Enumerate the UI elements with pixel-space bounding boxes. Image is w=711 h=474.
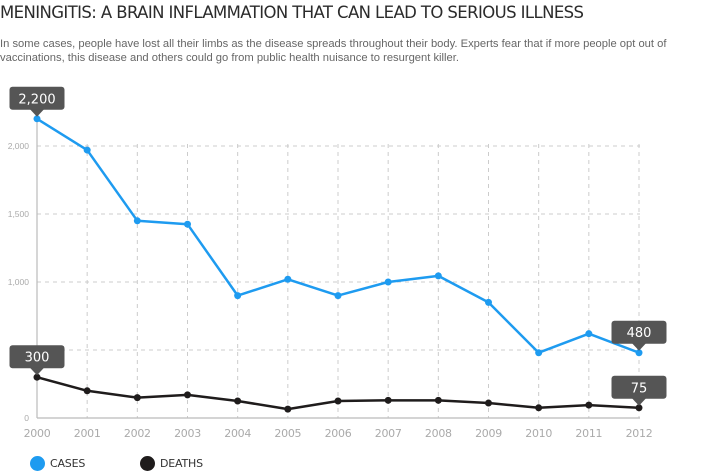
callout-deaths-2000: 300 bbox=[9, 345, 65, 376]
data-point-deaths bbox=[33, 373, 41, 381]
data-point-cases bbox=[384, 278, 392, 286]
legend-swatch-cases bbox=[30, 456, 45, 471]
data-point-deaths bbox=[635, 404, 643, 412]
callout-box bbox=[9, 345, 65, 369]
y-tick-label: 2,000 bbox=[8, 141, 30, 151]
chart-title: MENINGITIS: A BRAIN INFLAMMATION THAT CA… bbox=[0, 3, 584, 22]
x-tick-label: 2010 bbox=[525, 427, 552, 440]
data-point-cases bbox=[133, 217, 141, 225]
data-point-deaths bbox=[434, 396, 442, 404]
y-tick-label: 0 bbox=[24, 413, 29, 423]
x-tick-label: 2012 bbox=[626, 427, 653, 440]
axes: 05001,0001,5002,000200020012002200320042… bbox=[8, 118, 653, 440]
x-tick-label: 2002 bbox=[124, 427, 151, 440]
chart-subtitle: In some cases, people have lost all thei… bbox=[0, 38, 667, 64]
data-point-deaths bbox=[485, 399, 492, 407]
x-tick-label: 2001 bbox=[74, 427, 101, 440]
callouts: 2,200 480 300 75 bbox=[9, 86, 667, 406]
callout-pointer bbox=[30, 367, 44, 376]
grid bbox=[37, 144, 640, 418]
callout-pointer bbox=[30, 109, 44, 117]
legend-label-deaths: DEATHS bbox=[160, 457, 203, 470]
data-point-cases bbox=[334, 292, 342, 300]
y-tick-label: 1,000 bbox=[8, 277, 30, 287]
callout-box bbox=[611, 320, 667, 344]
x-tick-label: 2000 bbox=[24, 427, 51, 440]
callout-cases-2000: 2,200 bbox=[9, 86, 65, 117]
data-point-cases bbox=[83, 146, 91, 154]
data-point-deaths bbox=[133, 394, 141, 402]
callout-label: 75 bbox=[631, 381, 648, 396]
callout-box bbox=[611, 375, 667, 399]
legend-item-cases[interactable]: CASES bbox=[30, 456, 85, 471]
x-tick-label: 2008 bbox=[425, 427, 452, 440]
x-tick-label: 2011 bbox=[575, 427, 602, 440]
data-point-cases bbox=[535, 349, 543, 357]
data-point-cases bbox=[635, 349, 643, 357]
data-point-cases bbox=[284, 275, 292, 283]
callout-label: 300 bbox=[25, 351, 50, 366]
data-point-deaths bbox=[284, 405, 292, 413]
data-point-deaths bbox=[585, 401, 593, 409]
x-tick-label: 2003 bbox=[174, 427, 201, 440]
callout-label: 480 bbox=[627, 326, 652, 341]
data-point-deaths bbox=[83, 387, 91, 395]
data-point-cases bbox=[434, 272, 442, 280]
data-point-cases bbox=[585, 330, 593, 338]
data-point-deaths bbox=[384, 396, 392, 404]
callout-deaths-2012: 75 bbox=[611, 375, 667, 406]
callout-pointer bbox=[632, 398, 646, 406]
legend-swatch-deaths bbox=[140, 456, 155, 471]
x-tick-label: 2005 bbox=[274, 427, 301, 440]
data-point-deaths bbox=[184, 391, 191, 399]
x-tick-label: 2009 bbox=[475, 427, 502, 440]
legend: CASES DEATHS bbox=[0, 456, 711, 474]
data-point-deaths bbox=[334, 397, 342, 405]
legend-label-cases: CASES bbox=[50, 457, 86, 470]
data-point-cases bbox=[33, 115, 41, 123]
callout-box bbox=[9, 86, 65, 110]
callout-cases-2012: 480 bbox=[611, 320, 667, 351]
data-point-cases bbox=[234, 292, 242, 300]
callout-pointer bbox=[632, 343, 646, 351]
legend-item-deaths[interactable]: DEATHS bbox=[140, 456, 203, 471]
data-point-cases bbox=[485, 298, 492, 306]
x-tick-label: 2006 bbox=[325, 427, 352, 440]
x-tick-label: 2007 bbox=[375, 427, 402, 440]
data-point-deaths bbox=[535, 404, 543, 412]
data-point-deaths bbox=[234, 397, 242, 405]
x-tick-label: 2004 bbox=[224, 427, 251, 440]
data-point-cases bbox=[184, 220, 191, 228]
series bbox=[33, 115, 643, 413]
callout-label: 2,200 bbox=[18, 92, 55, 107]
y-tick-label: 1,500 bbox=[8, 209, 30, 219]
